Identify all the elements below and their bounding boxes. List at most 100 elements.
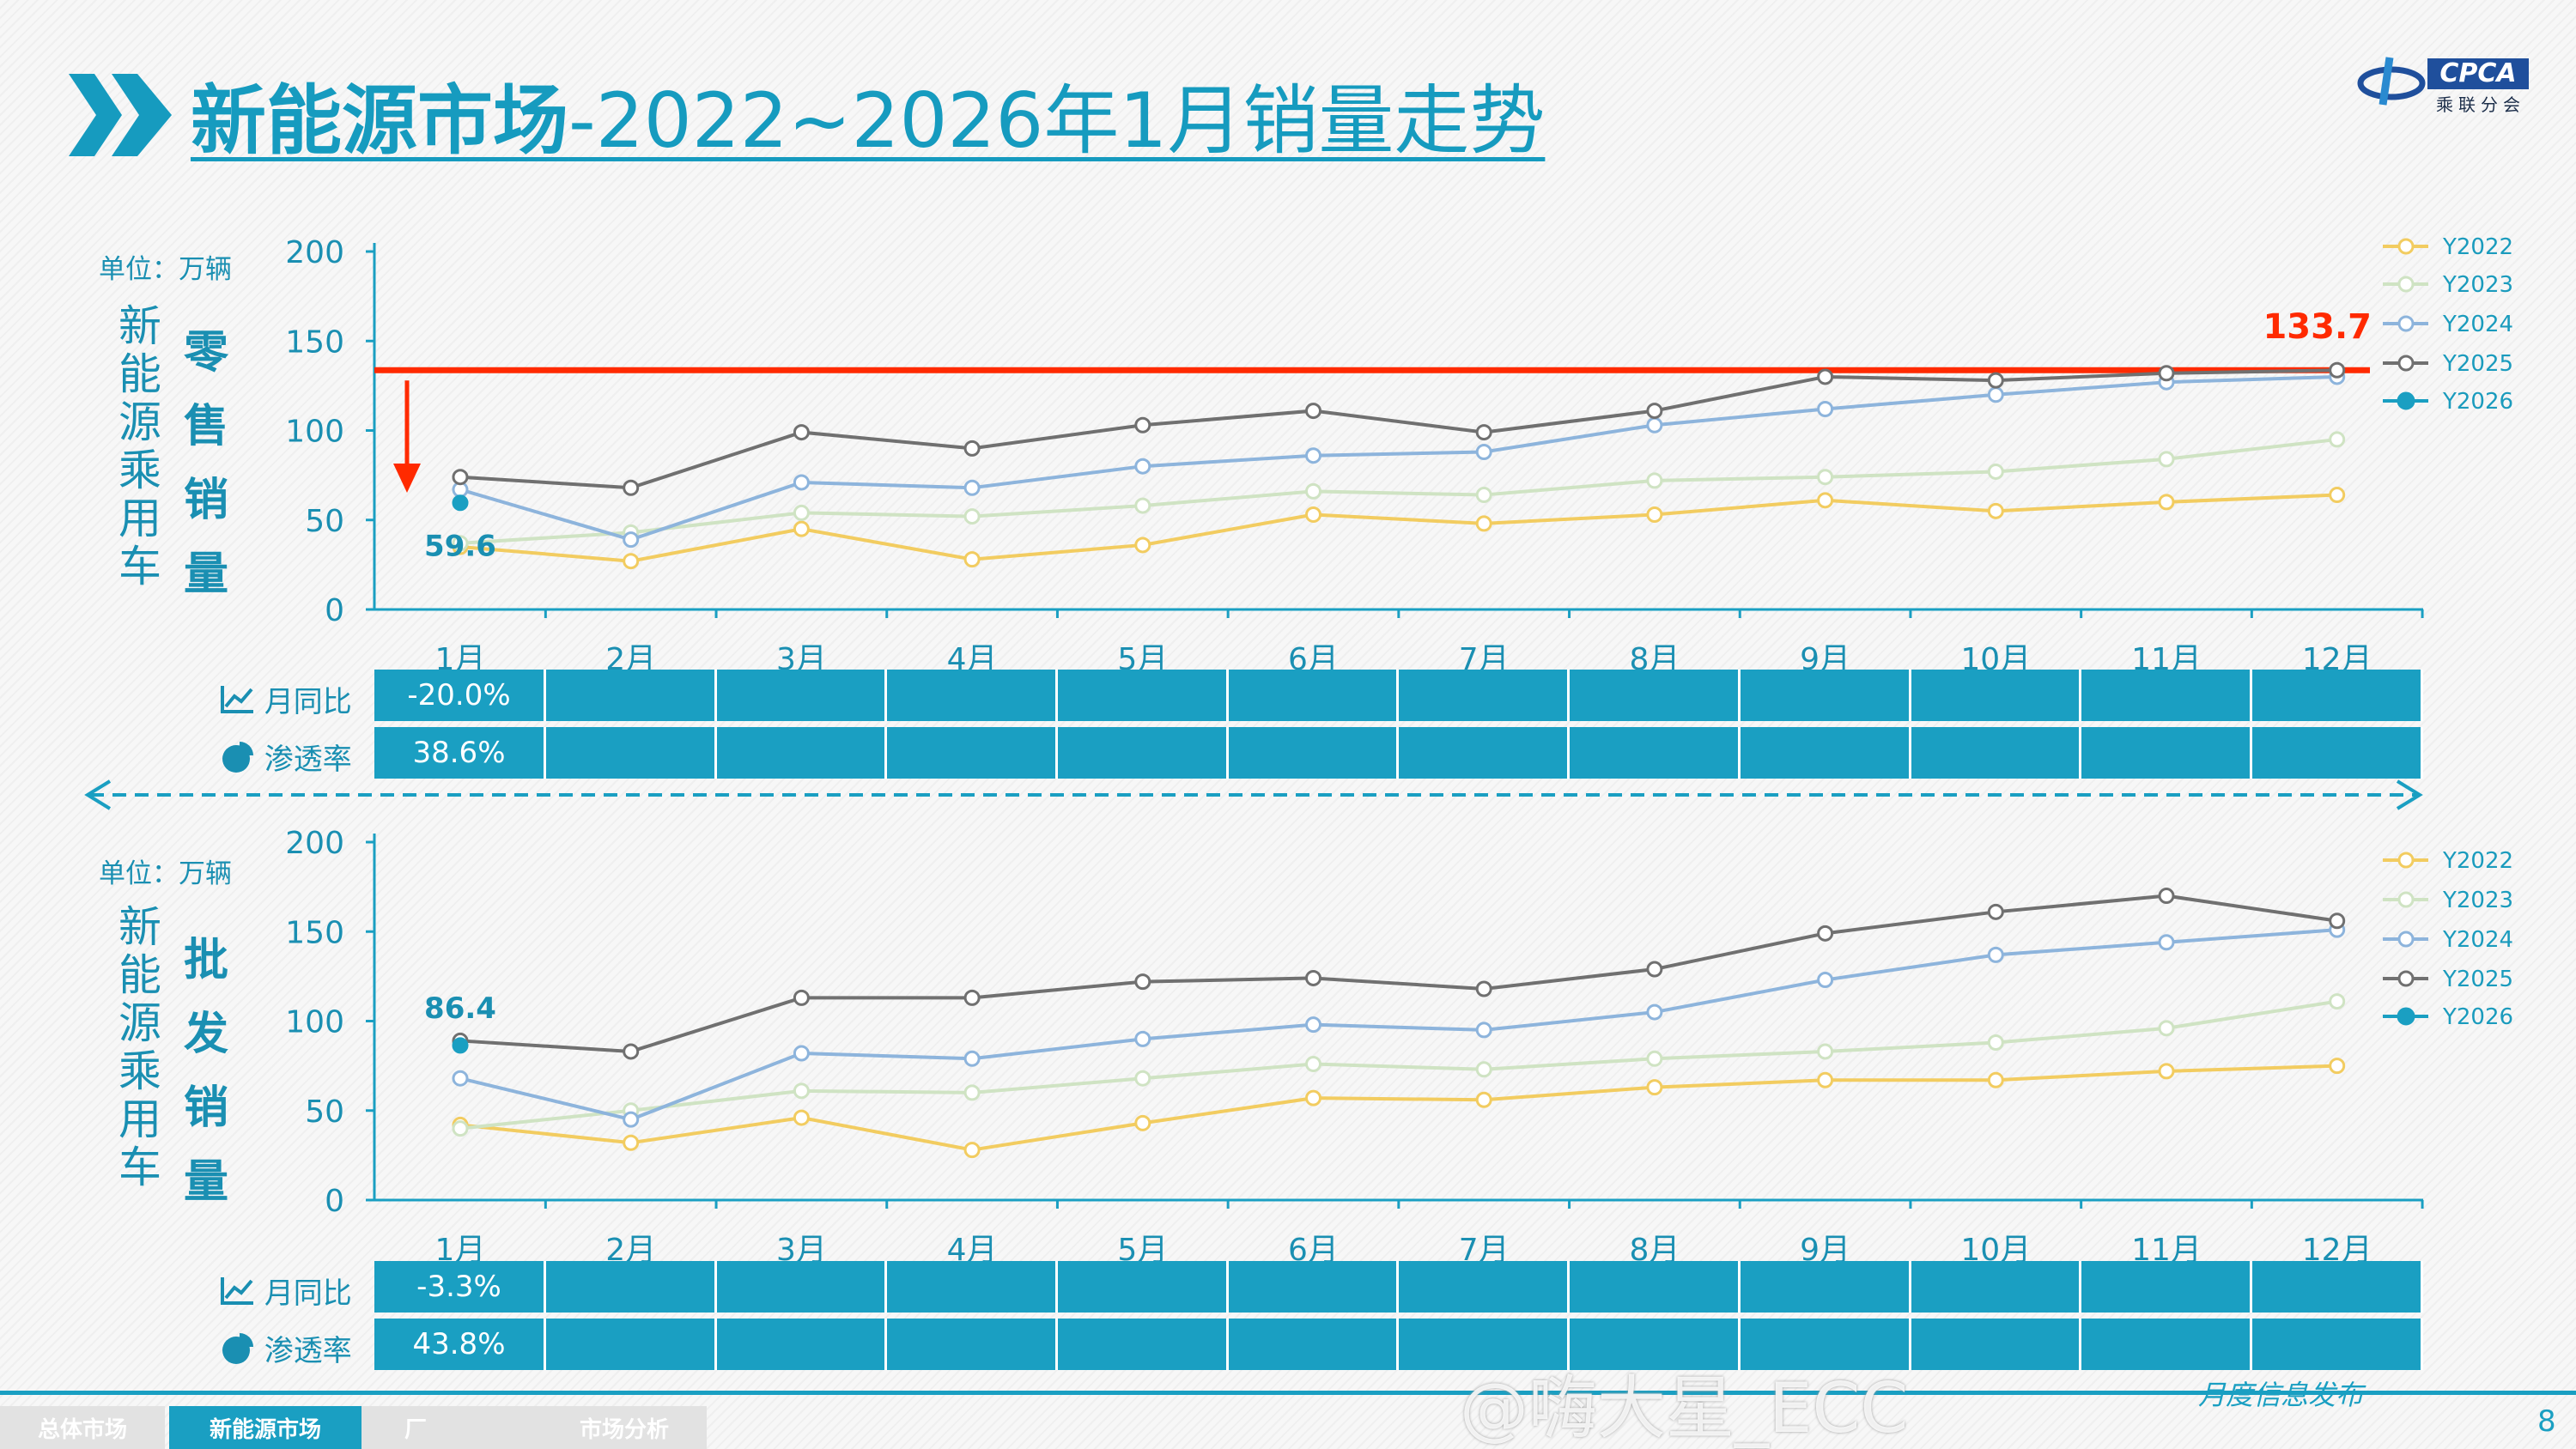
- table-cell: 38.6%: [374, 727, 546, 779]
- legend-label: Y2025: [2442, 351, 2513, 377]
- data-point-Y2024: [1987, 386, 2004, 403]
- data-point-Y2023: [963, 508, 981, 525]
- data-point-Y2023: [1987, 463, 2004, 480]
- table-row-label: 渗透率: [219, 736, 352, 778]
- data-point-Y2024: [963, 479, 981, 496]
- series-line-Y2023: [459, 999, 2338, 1131]
- data-point-Y2026: [452, 494, 469, 512]
- data-point-Y2025: [452, 469, 469, 486]
- pie-chart-icon: [222, 1333, 253, 1364]
- data-point-Y2025: [1817, 925, 1834, 942]
- data-point-Y2024: [1134, 458, 1151, 475]
- data-point-Y2022: [963, 1142, 981, 1159]
- table-cell: [546, 1261, 717, 1313]
- right-arrow-icon: [2396, 779, 2423, 810]
- logo-subtext: 乘联分会: [2436, 94, 2525, 115]
- data-point-Y2022: [623, 553, 640, 570]
- current-value-label: 59.6: [424, 530, 496, 564]
- tab-nev-market[interactable]: 新能源市场: [169, 1406, 361, 1449]
- data-point-Y2024: [793, 1045, 810, 1062]
- data-point-Y2025: [1987, 903, 2004, 920]
- y-tick-label: 100: [285, 1005, 344, 1040]
- table-cell: [1911, 1319, 2082, 1370]
- unit-label: 单位：万辆: [99, 858, 232, 889]
- table-cell: [1911, 670, 2082, 721]
- data-point-Y2024: [623, 531, 640, 549]
- data-point-Y2025: [1817, 368, 1834, 385]
- data-point-Y2025: [1646, 961, 1663, 978]
- vertical-label-bold: 零售销量: [183, 327, 228, 600]
- table-cell: [2081, 1261, 2252, 1313]
- data-point-Y2024: [1134, 1030, 1151, 1047]
- legend-marker-Y2026: [2397, 1007, 2415, 1026]
- logo-text: CPCA: [2427, 58, 2529, 89]
- data-point-Y2022: [1134, 537, 1151, 554]
- table-cell: [1399, 1261, 1571, 1313]
- table-cell: [1058, 727, 1229, 779]
- table-cell: [1911, 1261, 2082, 1313]
- table-cell: [1740, 1261, 1911, 1313]
- data-point-Y2023: [1646, 1050, 1663, 1067]
- series-line-Y2025: [459, 368, 2337, 490]
- data-point-Y2022: [793, 1109, 810, 1126]
- data-point-Y2025: [1134, 416, 1151, 433]
- table-row: 38.6%: [374, 727, 2423, 779]
- y-tick-label: 150: [285, 324, 344, 360]
- data-point-Y2022: [1475, 515, 1492, 532]
- table-cell: [887, 1319, 1059, 1370]
- data-point-Y2026: [452, 1037, 469, 1054]
- tab-manufacturer[interactable]: 厂: [361, 1406, 542, 1449]
- down-arrow-icon: [393, 464, 421, 493]
- vertical-label: 新能源乘用车: [118, 301, 161, 591]
- footer-divider: [0, 1391, 2576, 1395]
- legend-label: Y2024: [2442, 927, 2513, 953]
- data-point-Y2023: [452, 1120, 469, 1137]
- table-cell: [546, 1319, 717, 1370]
- tab-market-analysis[interactable]: 市场分析: [542, 1406, 707, 1449]
- data-point-Y2024: [623, 1111, 640, 1128]
- data-point-Y2022: [2329, 487, 2346, 504]
- data-point-Y2023: [1817, 1043, 1834, 1060]
- data-point-Y2022: [1305, 1089, 1321, 1106]
- current-value-label: 86.4: [424, 991, 496, 1026]
- unit-label: 单位：万辆: [99, 254, 232, 285]
- table-cell: [716, 1261, 888, 1313]
- table-cell: [716, 670, 888, 721]
- line-chart-icon: [221, 686, 253, 713]
- line-chart-icon: [221, 1277, 253, 1305]
- data-point-Y2022: [2158, 494, 2175, 511]
- y-tick-label: 50: [305, 504, 344, 539]
- data-point-Y2025: [1305, 403, 1321, 420]
- data-point-Y2023: [1305, 482, 1321, 500]
- data-point-Y2023: [1305, 1056, 1321, 1073]
- table-cell: [1570, 1319, 1741, 1370]
- table-cell: [2251, 1319, 2423, 1370]
- y-tick-label: 150: [285, 915, 344, 950]
- table-cell: [1399, 727, 1571, 779]
- legend-marker-Y2025: [2397, 970, 2415, 987]
- data-point-Y2023: [793, 504, 810, 521]
- data-point-Y2024: [1475, 1022, 1492, 1039]
- table-cell: [1399, 670, 1571, 721]
- pie-chart-icon: [222, 742, 253, 773]
- tab-overall-market[interactable]: 总体市场: [0, 1406, 165, 1449]
- legend-label: Y2024: [2442, 312, 2513, 337]
- data-point-Y2025: [623, 1043, 640, 1060]
- data-point-Y2025: [2158, 365, 2175, 382]
- legend-marker-Y2024: [2397, 931, 2415, 948]
- data-point-Y2023: [793, 1082, 810, 1100]
- data-point-Y2024: [1817, 400, 1834, 417]
- data-point-Y2022: [1987, 1071, 2004, 1088]
- series-line-Y2024: [459, 374, 2337, 542]
- data-point-Y2025: [2329, 912, 2346, 930]
- table-cell: [1740, 670, 1911, 721]
- title-bold: 新能源市场: [191, 76, 569, 165]
- footer-subtitle: 月度信息发布: [2198, 1379, 2364, 1411]
- data-point-Y2024: [1305, 1016, 1321, 1034]
- data-point-Y2023: [1646, 472, 1663, 489]
- data-point-Y2024: [452, 1070, 469, 1087]
- table-row-label-text: 月同比: [264, 1276, 352, 1311]
- data-point-Y2022: [1817, 1071, 1834, 1088]
